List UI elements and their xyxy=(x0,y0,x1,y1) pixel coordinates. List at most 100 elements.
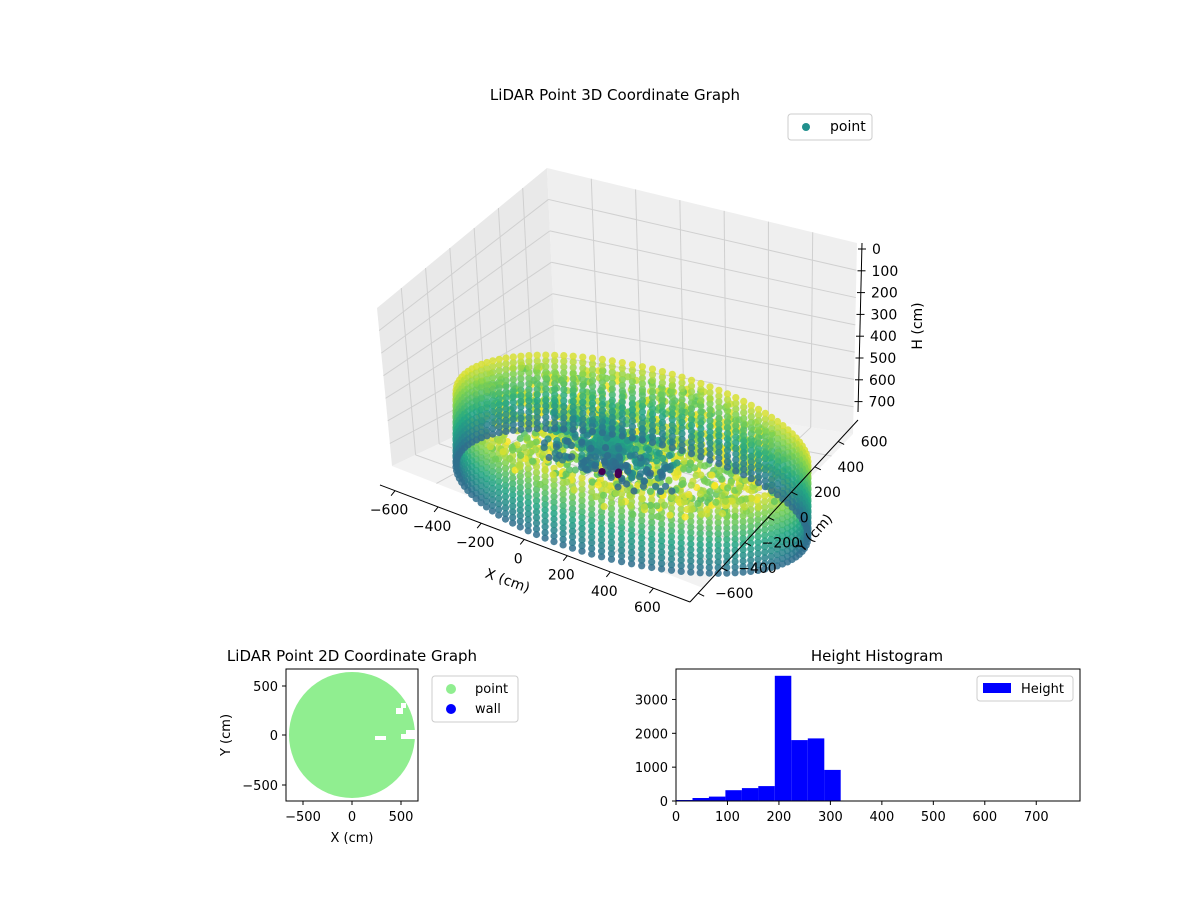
cloud-point xyxy=(732,450,740,458)
cloud-point xyxy=(477,405,486,414)
cloud-point xyxy=(723,452,732,460)
cloud-point xyxy=(747,550,755,559)
cloud-point xyxy=(779,472,787,480)
cloud-point xyxy=(495,372,503,380)
cloud-point xyxy=(768,475,776,484)
cloud-point xyxy=(715,448,723,456)
cloud-point xyxy=(628,417,637,425)
cloud-point xyxy=(551,402,559,410)
cloud-point xyxy=(678,418,686,426)
cloud-point xyxy=(509,409,517,417)
cloud-point xyxy=(687,568,695,576)
cloud-point xyxy=(598,406,607,414)
cloud-point xyxy=(533,357,541,365)
cloud-point xyxy=(598,423,607,431)
cloud-point xyxy=(779,484,787,492)
cloud-point xyxy=(608,402,616,410)
cloud-point xyxy=(560,408,568,416)
cloud-point xyxy=(773,534,781,542)
cloud-point xyxy=(533,351,541,359)
cloud-point xyxy=(658,531,666,539)
cloud-point xyxy=(482,463,491,471)
cloud-point xyxy=(489,413,497,421)
cloud-point xyxy=(740,437,748,445)
cloud-point xyxy=(571,433,579,441)
cloud-point xyxy=(715,431,723,439)
cloud-point xyxy=(740,414,748,422)
cloud-point xyxy=(598,519,606,527)
cloud-point xyxy=(652,482,660,490)
cloud-point xyxy=(761,543,769,551)
cloud-point xyxy=(761,531,769,539)
y-ticks-3d: −600 −400 −2000 200 400 600 xyxy=(697,434,888,602)
cloud-point xyxy=(627,444,635,452)
cloud-point xyxy=(706,394,714,402)
cloud-point xyxy=(483,426,491,434)
cloud-point xyxy=(477,366,486,374)
cloud-point xyxy=(501,487,510,495)
legend-2d-label-wall: wall xyxy=(475,702,501,717)
cloud-point xyxy=(495,389,503,397)
cloud-point xyxy=(703,506,711,514)
cloud-point xyxy=(754,561,762,569)
cloud-point xyxy=(677,550,685,559)
cloud-point xyxy=(477,434,486,442)
cloud-point xyxy=(773,522,781,531)
cloud-point xyxy=(761,449,769,457)
cloud-point xyxy=(723,463,732,471)
cloud-point xyxy=(579,370,587,378)
cloud-point xyxy=(754,549,762,558)
histogram: Height Histogram 0 100 200 300 400 500 600 700 … xyxy=(635,647,1081,825)
cloud-point xyxy=(541,495,549,503)
x-tick-3d: −200 xyxy=(456,535,494,551)
cloud-point xyxy=(618,558,626,566)
cloud-point xyxy=(696,557,704,566)
cloud-point xyxy=(568,493,577,501)
cloud-point xyxy=(501,476,510,484)
cloud-point xyxy=(628,406,637,414)
cloud-point xyxy=(668,393,676,401)
cloud-point xyxy=(668,382,676,390)
cloud-point xyxy=(516,489,524,497)
cloud-point xyxy=(696,490,705,498)
cloud-point xyxy=(768,487,776,495)
cloud-point xyxy=(542,357,550,365)
cloud-point xyxy=(662,482,670,490)
cloud-point xyxy=(768,470,776,478)
cloud-point xyxy=(502,410,510,418)
cloud-point xyxy=(779,444,787,452)
cloud-point xyxy=(697,425,705,433)
cloud-point xyxy=(740,448,748,456)
cloud-point xyxy=(588,527,596,536)
cloud-point xyxy=(495,378,503,386)
cloud-point xyxy=(638,430,647,438)
cloud-point xyxy=(600,502,608,511)
cloud-point xyxy=(559,541,567,549)
y-tick-hist: 0 xyxy=(660,795,668,810)
cloud-point xyxy=(747,407,755,415)
cloud-point xyxy=(607,499,616,507)
cloud-point xyxy=(654,512,662,521)
cloud-point xyxy=(637,454,645,462)
cloud-point xyxy=(732,416,740,424)
y-ticks-hist: 0 1000 2000 3000 xyxy=(635,693,676,810)
cloud-point xyxy=(598,417,607,426)
cloud-point xyxy=(638,391,647,399)
cloud-point xyxy=(658,368,667,376)
cloud-point xyxy=(550,509,558,517)
cloud-point xyxy=(569,414,577,422)
cloud-point xyxy=(524,515,532,524)
cloud-point xyxy=(509,370,517,378)
cloud-point xyxy=(509,387,517,395)
cloud-point xyxy=(768,464,776,472)
cloud-point xyxy=(761,537,769,545)
cloud-point xyxy=(588,354,597,362)
cloud-point xyxy=(532,508,541,516)
cloud-point xyxy=(570,486,578,494)
cloud-point xyxy=(489,430,497,438)
cloud-point xyxy=(658,520,666,528)
cloud-point xyxy=(715,398,723,406)
cloud-point xyxy=(739,517,747,526)
cloud-point xyxy=(560,369,568,377)
cloud-point xyxy=(779,495,787,503)
